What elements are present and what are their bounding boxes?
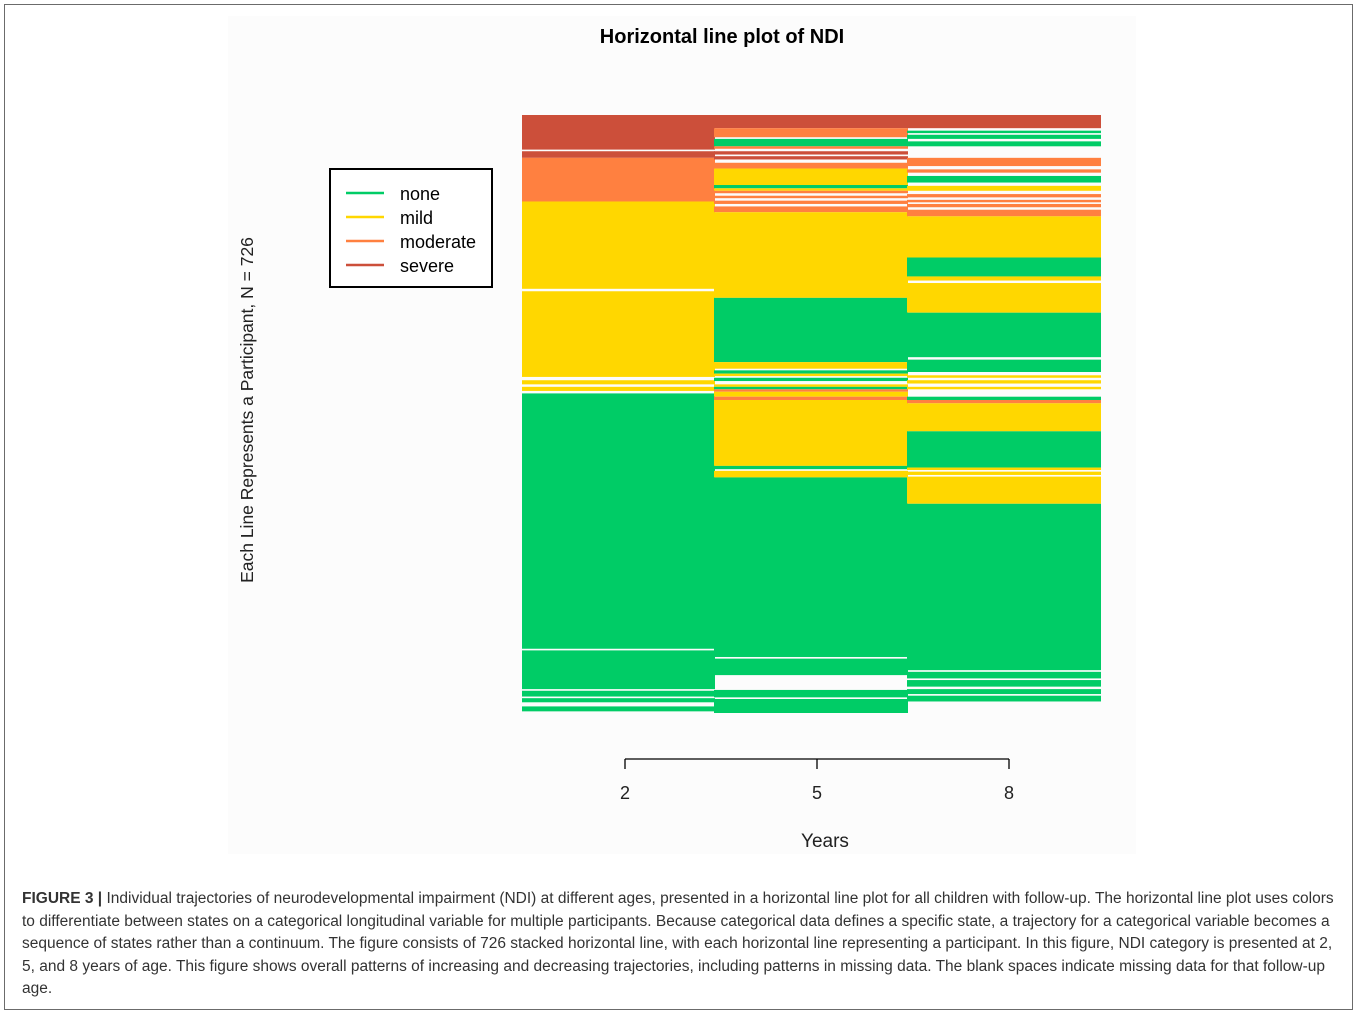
segment-mild <box>714 188 908 191</box>
x-axis: 2 5 8 <box>620 758 1014 803</box>
y-axis-label: Each Line Represents a Participant, N = … <box>237 237 257 583</box>
legend-box <box>329 168 493 288</box>
segment-mild <box>522 291 715 377</box>
segment-none <box>714 297 908 363</box>
segment-none <box>907 134 1101 139</box>
segment-moderate <box>907 199 1101 203</box>
x-axis-label: Years <box>801 831 849 852</box>
segment-none <box>522 706 715 712</box>
segment-none <box>907 257 1101 277</box>
segment-mild <box>714 362 908 369</box>
segment-mild <box>714 373 908 377</box>
segment-none <box>714 377 908 382</box>
segment-severe <box>522 115 715 150</box>
segment-mild <box>907 375 1101 378</box>
segment-none <box>907 312 1101 358</box>
segment-severe <box>907 115 1101 129</box>
segment-moderate <box>714 190 908 194</box>
segment-mild <box>714 168 908 186</box>
segment-none <box>714 477 908 657</box>
segment-moderate <box>907 203 1101 208</box>
segment-none <box>907 503 1101 671</box>
caption-label: FIGURE 3 | <box>22 890 103 907</box>
segment-moderate <box>714 200 908 204</box>
segment-severe <box>522 151 715 158</box>
segment-none <box>714 370 908 374</box>
segment-moderate <box>714 146 908 149</box>
x-tick-label-2: 2 <box>620 783 630 803</box>
segment-mild <box>907 216 1101 258</box>
segment-mild <box>714 391 908 397</box>
segment-moderate <box>522 157 715 202</box>
segment-none <box>714 465 908 470</box>
segment-none <box>714 699 908 713</box>
segment-mild <box>714 384 908 387</box>
segment-mild <box>907 467 1101 471</box>
segment-none <box>522 393 715 649</box>
column-year-5 <box>714 115 908 713</box>
segment-none <box>522 690 715 697</box>
segment-severe <box>714 115 908 129</box>
segment-none <box>907 680 1101 687</box>
segment-mild <box>522 380 715 385</box>
segment-none <box>907 396 1101 400</box>
segment-moderate <box>907 400 1101 404</box>
segment-none <box>714 658 908 676</box>
segment-none <box>907 130 1101 134</box>
segment-mild <box>907 386 1101 390</box>
segment-moderate <box>714 206 908 213</box>
segment-moderate <box>714 389 908 392</box>
segment-none <box>522 650 715 690</box>
x-tick-label-5: 5 <box>812 783 822 803</box>
column-year-8 <box>907 115 1101 702</box>
segment-moderate <box>907 157 1101 167</box>
segment-mild <box>714 212 908 298</box>
ndi-horizontal-line-plot: Horizontal line plot of NDI none mild mode… <box>237 26 1101 852</box>
column-year-2 <box>522 115 715 712</box>
segment-moderate <box>714 195 908 199</box>
segment-moderate <box>714 396 908 400</box>
legend-label-mild: mild <box>400 208 433 228</box>
figure-frame <box>4 4 1353 1010</box>
segment-none <box>907 175 1101 183</box>
segment-mild <box>714 470 908 478</box>
segment-mild <box>714 400 908 466</box>
segment-none <box>522 698 715 703</box>
caption-text: Individual trajectories of neurodevelopm… <box>22 890 1334 997</box>
segment-mild <box>907 276 1101 281</box>
segment-none <box>714 138 908 147</box>
segment-mild <box>907 403 1101 432</box>
segment-severe <box>714 156 908 160</box>
segment-none <box>907 695 1101 702</box>
segment-moderate <box>714 162 908 169</box>
segment-moderate <box>714 128 908 138</box>
segment-none <box>907 359 1101 372</box>
segment-mild <box>907 476 1101 504</box>
chart-title: Horizontal line plot of NDI <box>600 26 844 48</box>
segment-mild <box>522 201 715 289</box>
segment-moderate <box>907 169 1101 173</box>
segment-severe <box>714 151 908 155</box>
legend: none mild moderate severe <box>329 168 493 288</box>
segment-none <box>714 386 908 390</box>
x-tick-label-8: 8 <box>1004 783 1014 803</box>
segment-mild <box>907 185 1101 191</box>
segment-none <box>907 431 1101 468</box>
segment-moderate <box>907 194 1101 198</box>
segment-none <box>907 141 1101 147</box>
trajectory-columns <box>522 115 1101 713</box>
segment-mild <box>907 283 1101 313</box>
segment-mild <box>907 380 1101 384</box>
legend-label-moderate: moderate <box>400 232 476 252</box>
segment-moderate <box>907 209 1101 217</box>
segment-none <box>714 185 908 189</box>
segment-none <box>714 689 908 698</box>
segment-none <box>907 671 1101 679</box>
legend-label-none: none <box>400 184 440 204</box>
segment-mild <box>907 471 1101 475</box>
figure-caption: FIGURE 3 | Individual trajectories of ne… <box>22 888 1342 1001</box>
segment-mild <box>522 386 715 391</box>
legend-label-severe: severe <box>400 256 454 276</box>
segment-none <box>907 689 1101 695</box>
